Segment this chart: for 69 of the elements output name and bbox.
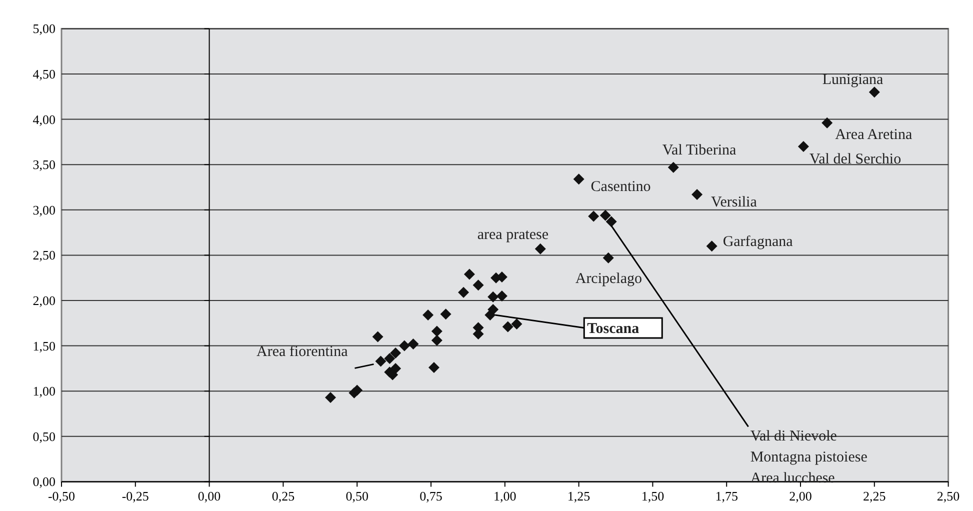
x-tick-label: 1,00 — [494, 488, 516, 504]
point — [668, 162, 679, 173]
point — [798, 140, 809, 152]
y-tick-label: 5,00 — [32, 21, 56, 36]
x-tick-label: -0,50 — [48, 488, 76, 504]
x-tick-label: 0,00 — [198, 488, 221, 504]
y-tick-label: 2,00 — [32, 293, 56, 308]
x-tick-label: 1,50 — [641, 488, 664, 504]
annotation: Area fiorentina — [256, 344, 348, 360]
point — [408, 338, 419, 350]
annotation: Lunigiana — [822, 72, 884, 88]
point — [488, 304, 499, 316]
x-tick-label: 0,75 — [420, 488, 442, 504]
point — [502, 321, 514, 332]
y-tick-label: 3,50 — [32, 157, 56, 172]
annotation: Val Tiberina — [662, 142, 736, 158]
point — [324, 392, 336, 403]
y-tick-label: 4,00 — [32, 112, 56, 127]
point — [440, 308, 452, 320]
point — [706, 240, 718, 252]
point — [398, 340, 410, 352]
x-tick-label: 0,25 — [272, 488, 295, 504]
y-tick-label: 2,50 — [32, 248, 56, 263]
point — [372, 331, 384, 342]
point — [472, 280, 484, 291]
point — [600, 210, 611, 221]
point — [692, 189, 703, 200]
x-tick-label: 1,75 — [715, 488, 738, 504]
point — [352, 384, 363, 396]
x-tick-label: 0,50 — [346, 488, 368, 504]
annotation: Versilia — [711, 194, 758, 210]
y-tick-label: 1,50 — [32, 338, 56, 354]
y-tick-label: 1,00 — [32, 384, 56, 399]
annotation: Montagna pistoiese — [750, 450, 868, 466]
y-tick-label: 0,50 — [32, 428, 56, 444]
point — [488, 291, 499, 302]
annotation: Toscana — [587, 320, 640, 337]
point — [375, 356, 386, 367]
point — [431, 326, 442, 337]
annotation: Val del Serchio — [809, 151, 902, 168]
point — [496, 290, 508, 302]
point — [868, 86, 880, 98]
x-tick-label: 2,00 — [789, 488, 812, 504]
point — [511, 318, 522, 330]
x-tick-label: -0,25 — [122, 488, 149, 504]
point — [390, 348, 402, 359]
point — [428, 362, 440, 374]
annotation: area pratese — [477, 226, 549, 243]
annotation: Garfagnana — [722, 234, 794, 250]
point — [606, 216, 617, 228]
annotation: Area Aretina — [835, 126, 912, 143]
annotation: Casentino — [590, 179, 651, 196]
annotation: Arcipelago — [575, 270, 642, 287]
y-tick-label: 4,50 — [32, 66, 56, 82]
point — [822, 117, 833, 128]
point — [534, 243, 546, 254]
point — [431, 334, 442, 346]
y-tick-label: 3,00 — [32, 202, 56, 218]
point — [422, 309, 434, 320]
point — [588, 210, 600, 222]
point — [573, 174, 584, 185]
y-tick-label: 0,00 — [32, 474, 56, 490]
x-tick-label: 2,50 — [936, 488, 960, 504]
x-tick-label: 2,25 — [863, 488, 886, 504]
point — [458, 286, 470, 298]
point — [464, 268, 475, 280]
point — [384, 352, 396, 364]
x-tick-label: 1,25 — [567, 488, 590, 504]
point — [602, 252, 614, 264]
